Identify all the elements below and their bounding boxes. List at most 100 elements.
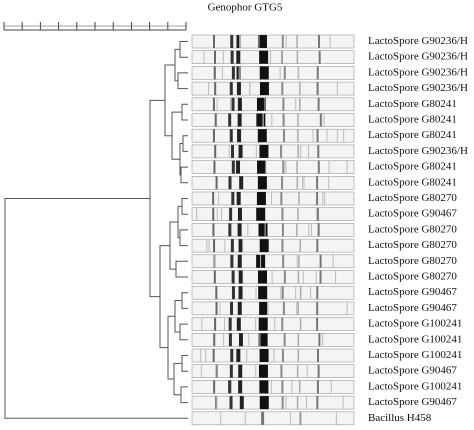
band	[228, 317, 232, 331]
tree-branch	[179, 323, 188, 341]
lane-label: LactoSpore G90236/H	[368, 145, 468, 157]
gel-lane	[191, 207, 355, 221]
lane-label: LactoSpore G80241	[368, 129, 457, 141]
band	[236, 349, 241, 362]
band	[297, 270, 300, 284]
band	[236, 82, 241, 96]
lane-background	[191, 144, 355, 159]
band	[290, 411, 292, 425]
gel-lane	[191, 317, 355, 331]
band	[299, 82, 301, 96]
band	[213, 66, 216, 80]
band	[316, 66, 319, 80]
lane-label: LactoSpore G80241	[368, 161, 457, 173]
gel-lane	[191, 97, 355, 112]
band	[238, 286, 243, 300]
band	[214, 82, 217, 96]
band	[291, 380, 293, 394]
band	[315, 270, 317, 284]
band	[215, 286, 218, 300]
band	[335, 270, 337, 284]
band	[238, 270, 243, 284]
band	[230, 35, 234, 48]
tree-branch	[175, 260, 188, 278]
band	[238, 380, 243, 394]
band	[231, 192, 235, 205]
gel-lane	[191, 113, 355, 127]
band	[230, 50, 234, 64]
band	[222, 50, 224, 64]
band	[237, 113, 242, 127]
tree-branch	[181, 355, 188, 372]
band	[270, 380, 272, 394]
lane-label: LactoSpore G90236/H	[368, 35, 468, 47]
gel-lane	[191, 34, 355, 49]
band	[285, 396, 287, 410]
tree-branch	[180, 166, 188, 184]
band	[322, 333, 324, 347]
band	[214, 144, 217, 158]
band	[281, 82, 284, 96]
band	[274, 317, 276, 331]
band	[281, 396, 284, 410]
band	[236, 50, 241, 64]
band	[319, 270, 322, 284]
tree-branch	[4, 198, 188, 419]
band	[212, 192, 215, 205]
band	[280, 192, 283, 205]
band	[319, 254, 322, 268]
band	[229, 364, 233, 378]
band	[299, 411, 302, 425]
band	[261, 411, 265, 425]
band	[200, 364, 202, 378]
band	[223, 333, 225, 347]
band	[282, 301, 285, 315]
lane-label: LactoSpore G80241	[368, 114, 457, 126]
band	[297, 144, 299, 158]
band	[308, 144, 310, 158]
band	[282, 254, 285, 268]
band	[297, 207, 299, 221]
band	[203, 50, 205, 64]
band	[316, 286, 319, 300]
band	[282, 160, 285, 174]
lane-label: LactoSpore G100241	[368, 380, 462, 392]
band	[285, 160, 287, 174]
lane-label: LactoSpore G80270	[368, 255, 457, 267]
band	[259, 50, 269, 64]
tree-branch	[179, 41, 188, 58]
band	[316, 317, 319, 331]
band	[322, 192, 324, 205]
band	[296, 301, 298, 315]
band	[297, 113, 299, 127]
band	[247, 223, 249, 237]
band	[259, 144, 269, 158]
band	[238, 333, 243, 347]
band	[237, 207, 242, 221]
band	[316, 207, 318, 221]
band	[297, 349, 300, 362]
band	[228, 113, 232, 127]
band	[308, 223, 310, 237]
lane-background	[191, 332, 355, 347]
band	[296, 396, 299, 410]
band	[316, 396, 319, 410]
band	[316, 82, 319, 96]
band	[214, 317, 217, 331]
band	[213, 270, 216, 284]
band	[236, 192, 241, 205]
tree-branch	[179, 229, 188, 247]
band	[212, 35, 215, 48]
band	[259, 239, 269, 253]
band	[216, 207, 218, 221]
band	[231, 286, 235, 300]
lane-background	[191, 176, 355, 190]
band	[264, 223, 266, 237]
lane-label: LactoSpore G100241	[368, 333, 462, 345]
lane-label: LactoSpore G90236/H	[368, 66, 468, 78]
band	[318, 50, 321, 64]
band	[346, 301, 348, 315]
lane-label: LactoSpore G90467	[368, 302, 457, 314]
band	[281, 317, 284, 331]
